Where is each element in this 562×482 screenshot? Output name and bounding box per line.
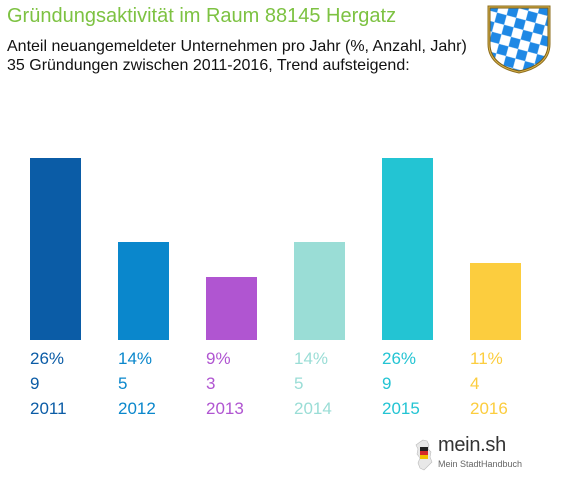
bar-2011 [30, 158, 81, 340]
bar-2014 [294, 242, 345, 340]
bar-2016 [470, 263, 521, 340]
count-label-2015: 9 [382, 374, 391, 393]
year-label-2011: 2011 [30, 399, 67, 418]
year-label-2014: 2014 [294, 399, 332, 418]
percent-label-2012: 14% [118, 349, 152, 368]
count-label-2013: 3 [206, 374, 215, 393]
bavaria-crest-icon [487, 5, 551, 74]
count-label-2012: 5 [118, 374, 127, 393]
percent-label-2011: 26% [30, 349, 64, 368]
chart-title: Gründungsaktivität im Raum 88145 Hergatz [7, 5, 397, 27]
germany-map-pin-icon [415, 439, 433, 471]
logo-tagline: Mein StadtHandbuch [438, 459, 523, 469]
percent-label-2013: 9% [206, 349, 231, 368]
subtitle-line-1: Anteil neuangemeldeter Unternehmen pro J… [7, 38, 467, 55]
chart-subtitle: Anteil neuangemeldeter Unternehmen pro J… [7, 37, 467, 75]
count-label-2016: 4 [470, 374, 479, 393]
mein-sh-logo: mein.sh Mein StadtHandbuch [412, 432, 530, 476]
subtitle-line-2: 35 Gründungen zwischen 2011-2016, Trend … [7, 57, 410, 74]
count-label-2011: 9 [30, 374, 39, 393]
bar-2012 [118, 242, 169, 340]
year-label-2012: 2012 [118, 399, 156, 418]
percent-label-2016: 11% [470, 349, 503, 368]
year-label-2015: 2015 [382, 399, 420, 418]
year-label-2013: 2013 [206, 399, 244, 418]
percent-label-2014: 14% [294, 349, 328, 368]
logo-name: mein.sh [438, 434, 506, 456]
percent-label-2015: 26% [382, 349, 416, 368]
count-label-2014: 5 [294, 374, 303, 393]
bar-2013 [206, 277, 257, 340]
year-label-2016: 2016 [470, 399, 508, 418]
bar-2015 [382, 158, 433, 340]
